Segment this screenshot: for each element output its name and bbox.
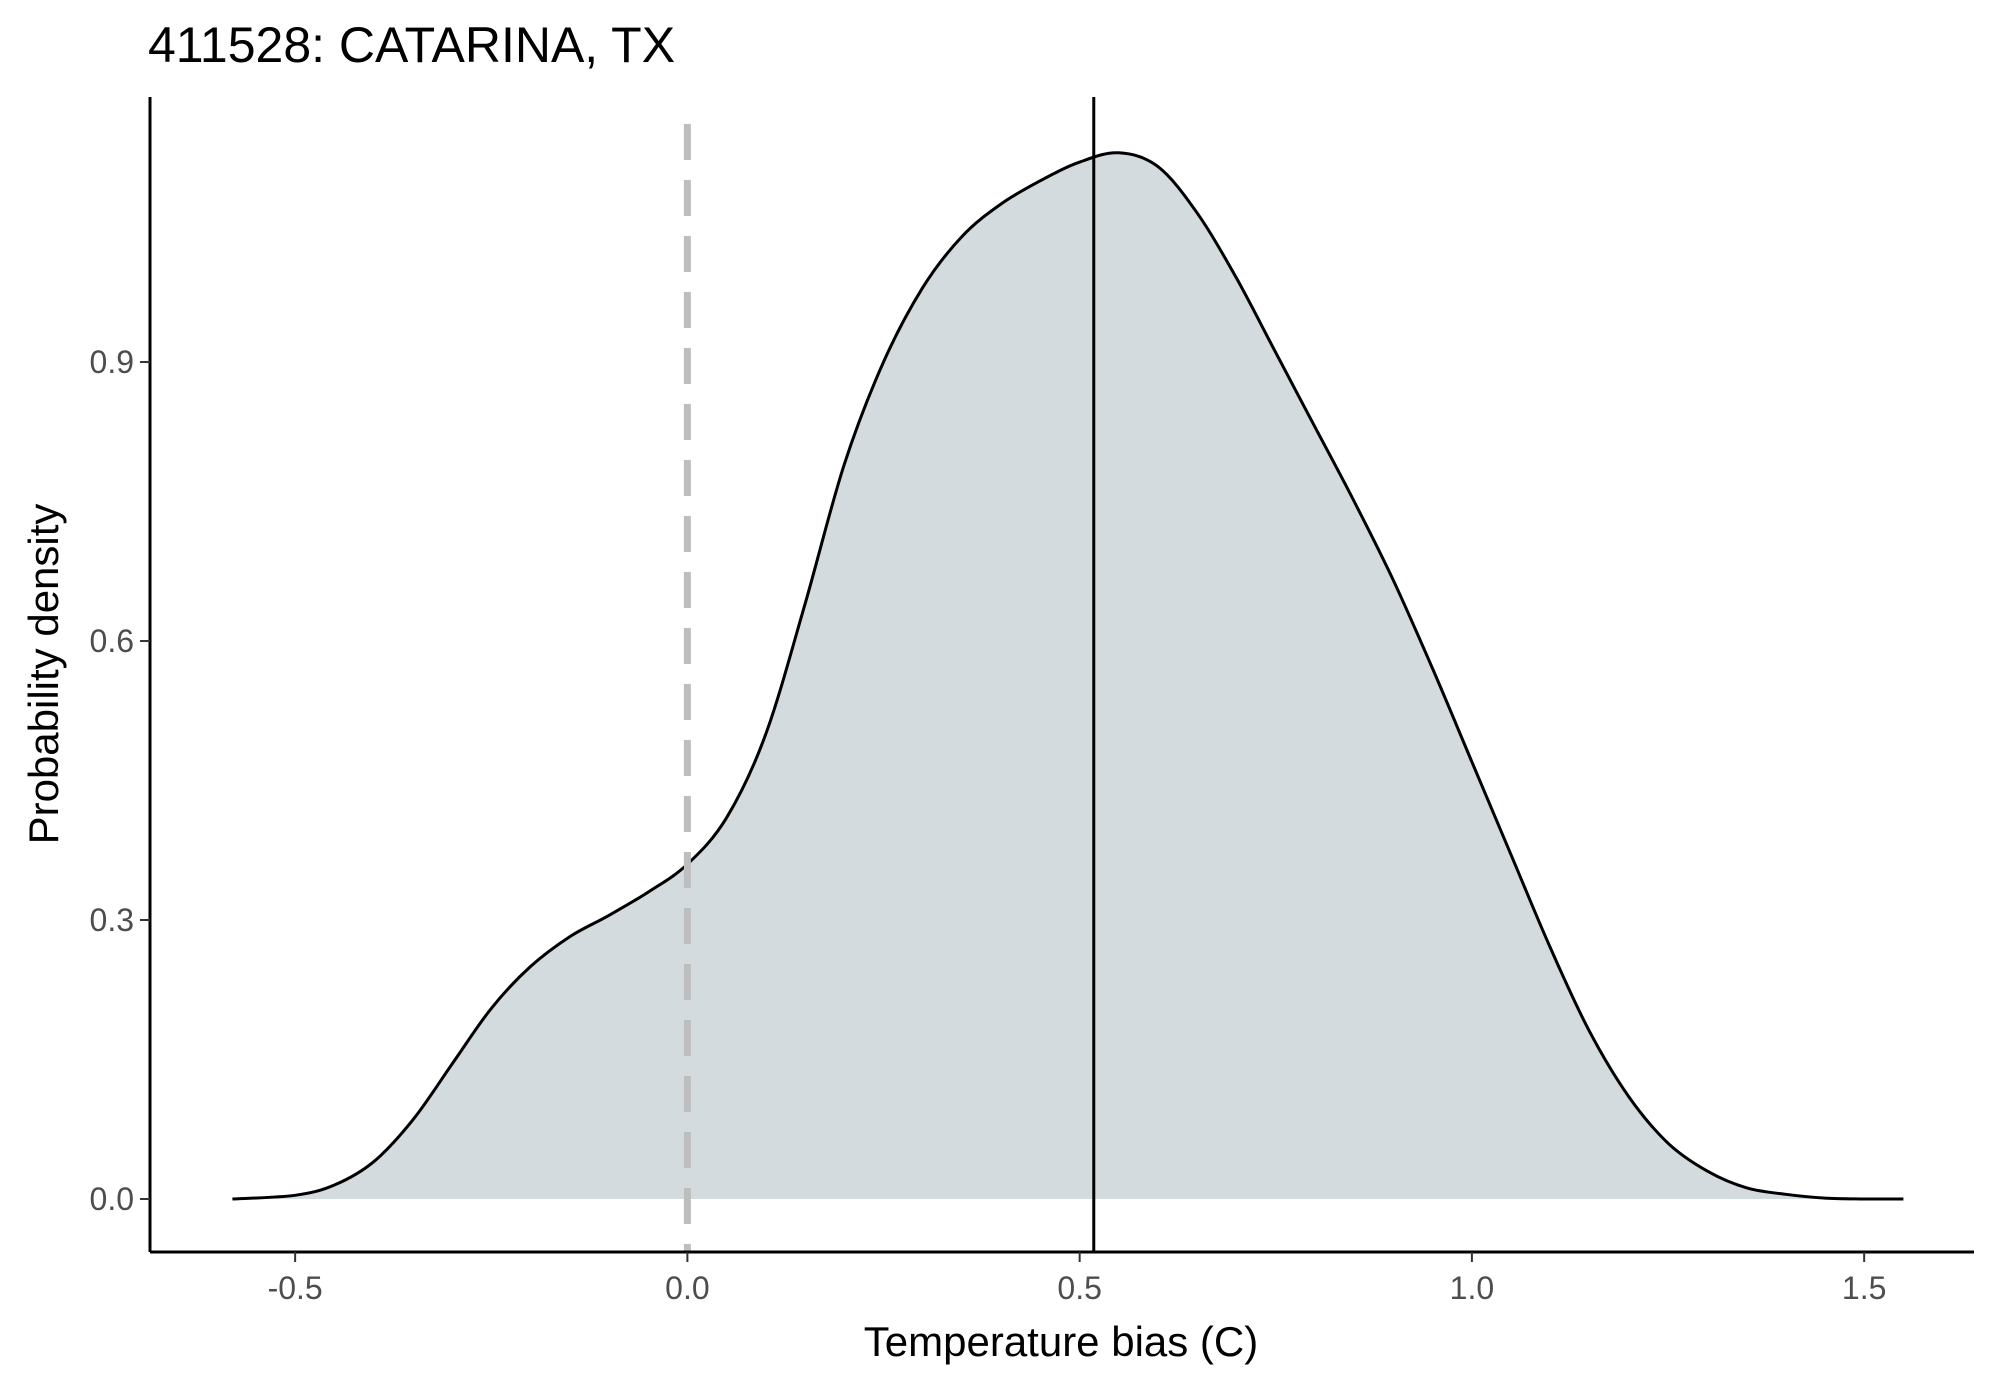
x-axis-title: Temperature bias (C): [864, 1318, 1258, 1365]
x-tick-label: -0.5: [268, 1270, 323, 1306]
plot-area: [232, 97, 1904, 1252]
y-axis-ticks: 0.0 0.3 0.6 0.9: [90, 344, 150, 1217]
density-area-fill: [232, 152, 1904, 1200]
x-axis-ticks: -0.5 0.0 0.5 1.0 1.5: [268, 1252, 1886, 1306]
y-tick-label: 0.0: [90, 1181, 134, 1217]
y-tick-label: 0.3: [90, 902, 134, 938]
y-axis-title: Probability density: [20, 504, 67, 845]
x-tick-label: 0.5: [1057, 1270, 1101, 1306]
chart-title: 411528: CATARINA, TX: [148, 17, 675, 73]
y-tick-label: 0.6: [90, 623, 134, 659]
x-tick-label: 1.5: [1842, 1270, 1886, 1306]
x-tick-label: 1.0: [1450, 1270, 1494, 1306]
y-tick-label: 0.9: [90, 344, 134, 380]
x-tick-label: 0.0: [665, 1270, 709, 1306]
density-curve-line: [232, 151, 1904, 1201]
